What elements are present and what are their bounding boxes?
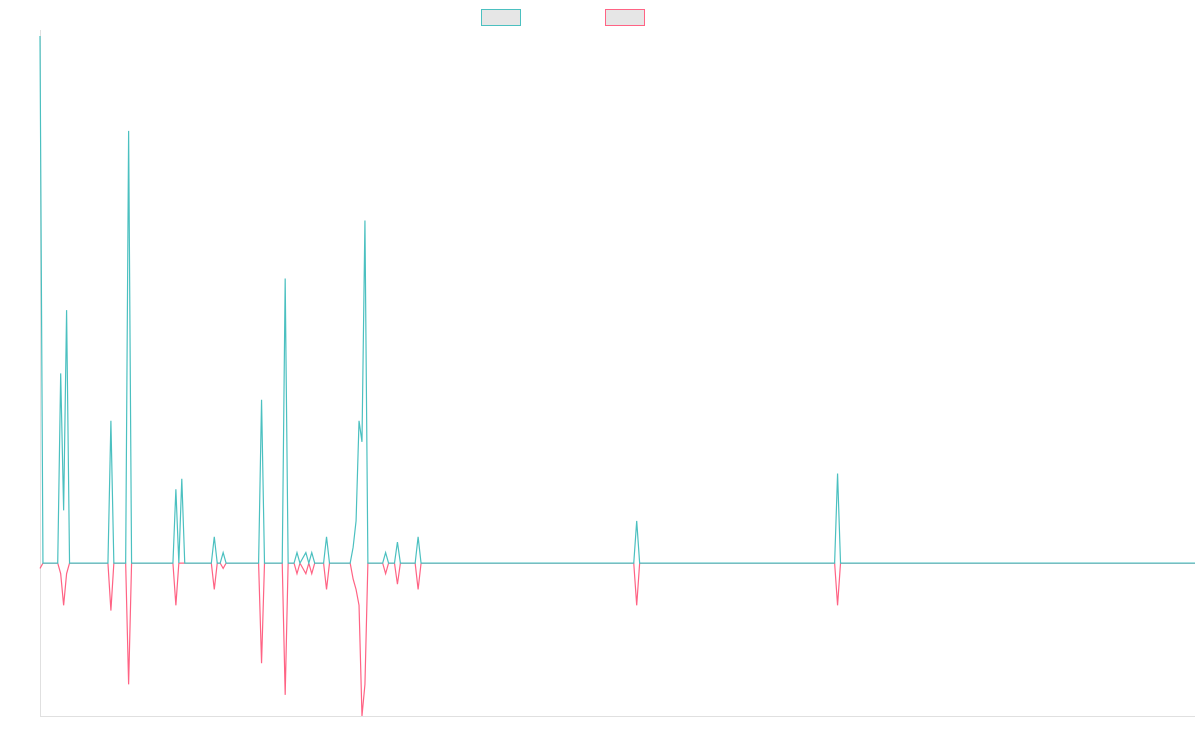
- legend-swatch[interactable]: [481, 9, 521, 26]
- data-line: [39, 560, 1195, 717]
- legend-swatch[interactable]: [605, 9, 645, 26]
- data-line: [39, 35, 1195, 566]
